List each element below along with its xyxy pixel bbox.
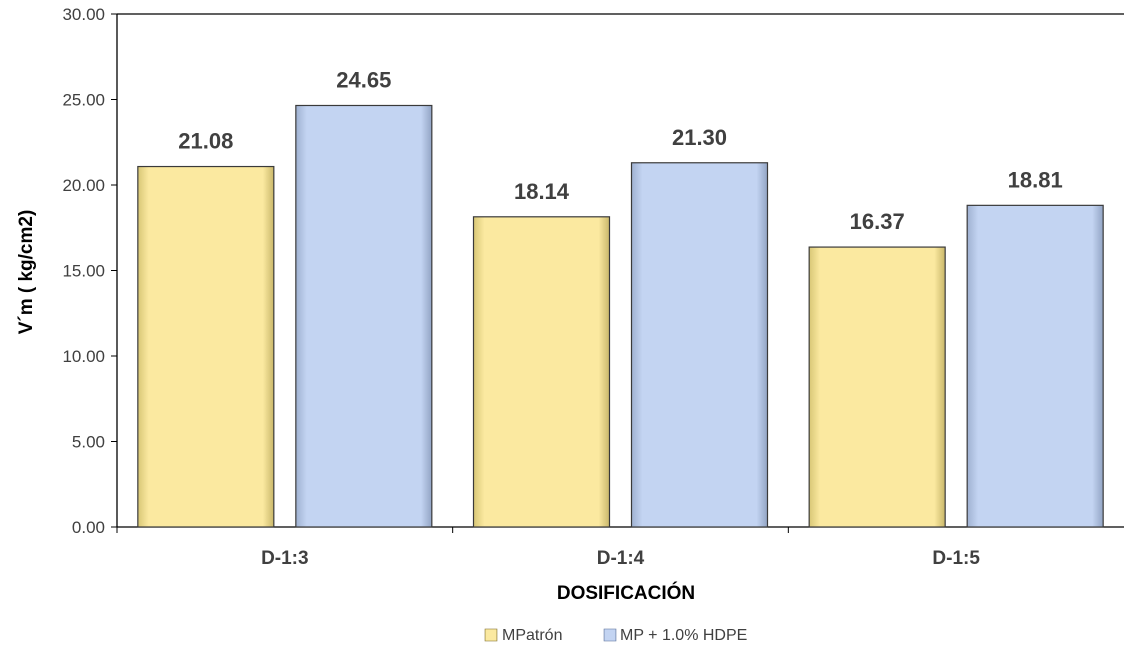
legend-label-mpatron: MPatrón bbox=[502, 627, 562, 644]
bar-mp-hdpe-d-1-4 bbox=[630, 162, 769, 528]
x-axis-title: DOSIFICACIÓN bbox=[557, 582, 695, 604]
bar-mpatron-d-1-4 bbox=[472, 216, 611, 528]
data-labels: 21.08 24.65 18.14 21.30 16.37 18.81 bbox=[178, 67, 1062, 234]
legend: MPatrón MP + 1.0% HDPE bbox=[484, 627, 747, 644]
bar-mp-hdpe-d-1-3 bbox=[295, 104, 433, 528]
bar-mpatron-d-1-5 bbox=[808, 246, 946, 528]
y-tick-label: 0.00 bbox=[72, 518, 105, 537]
data-label: 21.08 bbox=[178, 129, 233, 154]
y-axis: 0.00 5.00 10.00 15.00 20.00 25.00 30.00 bbox=[62, 5, 117, 537]
y-tick-label: 15.00 bbox=[62, 262, 105, 281]
y-tick-label: 20.00 bbox=[62, 176, 105, 195]
y-tick-label: 25.00 bbox=[62, 91, 105, 110]
data-label: 18.14 bbox=[514, 179, 570, 204]
y-axis-title: V´m ( kg/cm2) bbox=[16, 210, 37, 335]
x-category-label: D-1:4 bbox=[597, 548, 645, 569]
data-label: 16.37 bbox=[850, 209, 905, 234]
x-category-label: D-1:3 bbox=[261, 548, 309, 569]
data-label: 24.65 bbox=[336, 67, 391, 92]
data-label: 21.30 bbox=[672, 125, 727, 150]
y-tick-label: 5.00 bbox=[72, 433, 105, 452]
y-tick-label: 30.00 bbox=[62, 5, 105, 24]
y-tick-label: 10.00 bbox=[62, 347, 105, 366]
bars bbox=[137, 104, 1104, 528]
legend-swatch-mp-hdpe bbox=[603, 628, 617, 642]
x-category-label: D-1:5 bbox=[932, 548, 980, 569]
legend-swatch-mpatron bbox=[484, 628, 498, 642]
x-axis: D-1:3 D-1:4 D-1:5 bbox=[116, 527, 980, 569]
bar-mpatron-d-1-3 bbox=[137, 165, 275, 528]
legend-label-mp-hdpe: MP + 1.0% HDPE bbox=[620, 627, 747, 644]
bar-mp-hdpe-d-1-5 bbox=[966, 204, 1104, 528]
data-label: 18.81 bbox=[1008, 167, 1063, 192]
